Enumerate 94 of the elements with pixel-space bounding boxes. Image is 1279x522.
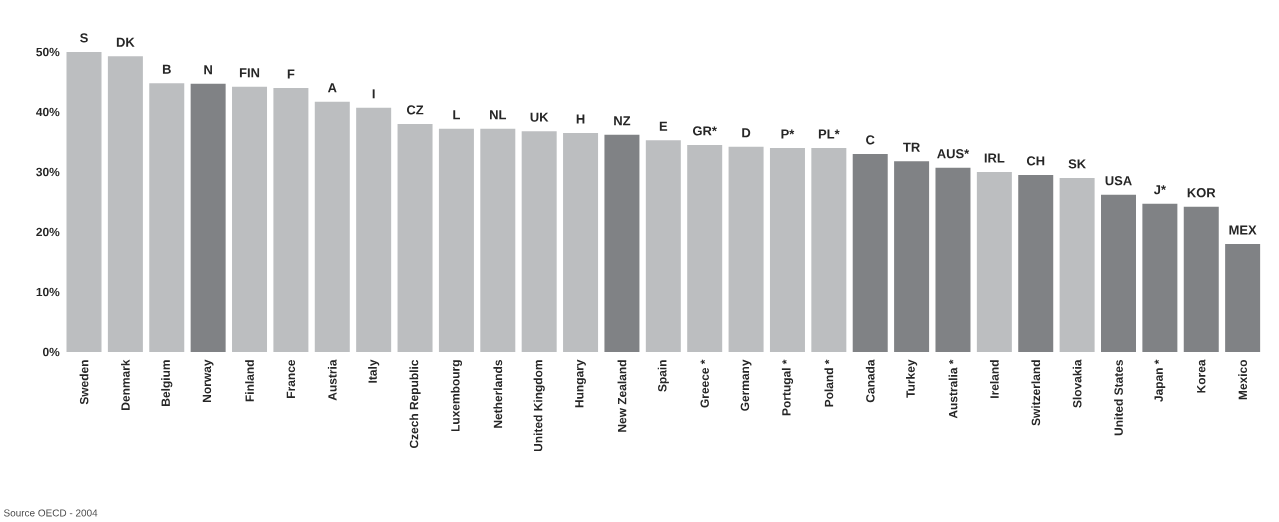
data-label: PL* xyxy=(818,129,840,139)
bar xyxy=(314,101,350,352)
bar xyxy=(976,172,1012,352)
x-tick-label: Ireland xyxy=(989,360,999,398)
x-tick-label: Austria xyxy=(327,359,337,401)
y-tick-label: 40% xyxy=(36,107,60,117)
y-tick-label: 20% xyxy=(36,227,60,237)
bar xyxy=(521,131,557,352)
bar xyxy=(107,56,143,352)
bar xyxy=(273,88,309,352)
data-label: S xyxy=(80,33,88,43)
bar xyxy=(852,154,888,352)
bar xyxy=(769,148,805,352)
bar xyxy=(149,83,185,352)
data-label: D xyxy=(742,128,751,138)
bar xyxy=(604,134,640,352)
bar xyxy=(1059,178,1095,352)
bar xyxy=(190,83,226,352)
bar xyxy=(397,124,433,352)
bar xyxy=(894,161,930,352)
data-label: SK xyxy=(1068,159,1086,169)
data-label: P* xyxy=(781,129,795,139)
data-label: I xyxy=(372,89,375,99)
x-tick-label: Spain xyxy=(657,360,669,392)
x-tick-label: Belgium xyxy=(161,360,173,406)
data-label: KOR xyxy=(1187,188,1216,198)
x-tick-label: Switzerland xyxy=(1031,360,1041,426)
data-label: AUS* xyxy=(937,149,970,159)
x-tick-label: Luxembourg xyxy=(450,360,463,432)
data-label: DK xyxy=(116,37,135,47)
x-tick-label: Australia * xyxy=(948,359,958,419)
y-tick-label: 10% xyxy=(36,287,60,297)
bar xyxy=(687,145,723,352)
x-tick-label: New Zealand xyxy=(617,360,627,432)
bar xyxy=(1183,206,1219,352)
bar xyxy=(811,148,847,352)
data-label: E xyxy=(659,121,668,131)
y-tick-label: 0% xyxy=(42,347,60,357)
x-tick-label: Canada xyxy=(865,359,875,403)
data-label: A xyxy=(327,83,337,93)
x-tick-label: Sweden xyxy=(79,360,89,405)
x-tick-label: France xyxy=(286,359,296,398)
bar xyxy=(1225,244,1261,352)
x-tick-label: Germany xyxy=(740,359,752,411)
data-label: TR xyxy=(903,142,920,152)
data-label: USA xyxy=(1105,176,1132,186)
x-tick-label: Slovakia xyxy=(1072,359,1082,408)
data-label: F xyxy=(287,69,295,79)
bar xyxy=(1018,175,1054,352)
data-label: J* xyxy=(1153,185,1166,195)
data-label: FIN xyxy=(239,68,260,78)
bar xyxy=(232,86,268,352)
bar xyxy=(1142,203,1178,352)
bar xyxy=(935,167,971,352)
source-note: Source OECD - 2004 xyxy=(3,509,98,517)
x-tick-label: Netherlands xyxy=(493,360,503,428)
x-tick-label: Italy xyxy=(368,359,380,383)
data-label: NZ xyxy=(614,116,631,126)
x-tick-label: Mexico xyxy=(1238,360,1248,400)
data-label: C xyxy=(866,135,875,145)
data-label: MEX xyxy=(1229,225,1257,235)
bar xyxy=(563,133,599,352)
x-tick-label: United Kingdom xyxy=(533,360,545,452)
data-label: CZ xyxy=(406,105,424,115)
x-tick-label: Czech Republic xyxy=(409,359,421,449)
data-label: GR* xyxy=(693,126,717,136)
data-label: B xyxy=(162,64,171,74)
bar xyxy=(66,52,102,352)
x-tick-label: Norway xyxy=(202,359,214,402)
data-label: H xyxy=(576,114,585,124)
data-label: N xyxy=(204,65,212,75)
y-tick-label: 30% xyxy=(36,167,60,177)
x-tick-label: Poland * xyxy=(824,359,834,407)
bar xyxy=(728,146,764,352)
x-tick-label: Portugal * xyxy=(781,359,794,416)
data-label: UK xyxy=(530,112,549,122)
x-tick-label: Korea xyxy=(1197,359,1206,393)
x-tick-label: Greece * xyxy=(700,359,709,408)
y-tick-label: 50% xyxy=(36,47,60,57)
bar xyxy=(356,107,392,352)
bar xyxy=(480,128,516,352)
x-tick-label: Japan * xyxy=(1154,359,1166,402)
bar xyxy=(1101,194,1136,352)
bar xyxy=(645,140,681,352)
data-label: L xyxy=(453,110,460,120)
x-tick-label: Finland xyxy=(245,360,254,402)
bar xyxy=(438,128,474,352)
x-tick-label: Denmark xyxy=(121,359,130,410)
data-label: CH xyxy=(1026,156,1045,166)
data-label: NL xyxy=(490,110,507,120)
x-tick-label: Hungary xyxy=(575,359,586,408)
x-tick-label: United States xyxy=(1114,360,1123,436)
x-tick-label: Turkey xyxy=(906,359,918,398)
data-label: IRL xyxy=(984,153,1005,163)
